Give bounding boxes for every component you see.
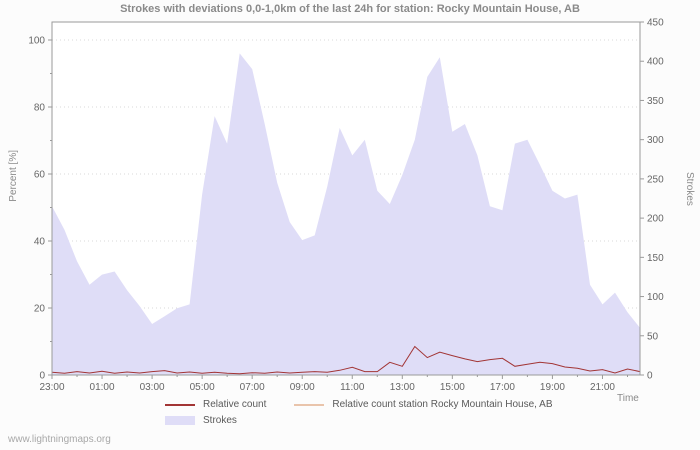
- svg-text:09:00: 09:00: [290, 382, 315, 393]
- svg-text:05:00: 05:00: [190, 382, 215, 393]
- svg-text:23:00: 23:00: [39, 382, 64, 393]
- watermark: www.lightningmaps.org: [8, 434, 111, 445]
- right-axis-label: Strokes: [684, 172, 695, 206]
- svg-text:07:00: 07:00: [240, 382, 265, 393]
- svg-text:11:00: 11:00: [340, 382, 365, 393]
- legend-label-relative-count-station: Relative count station Rocky Mountain Ho…: [332, 399, 553, 410]
- legend-item-relative-count-station: Relative count station Rocky Mountain Ho…: [294, 399, 553, 410]
- svg-text:17:00: 17:00: [490, 382, 515, 393]
- legend-row-2: Strokes: [165, 415, 581, 426]
- strokes-area-swatch: [165, 416, 195, 425]
- legend-item-strokes: Strokes: [165, 415, 237, 426]
- svg-text:15:00: 15:00: [440, 382, 465, 393]
- svg-text:350: 350: [647, 96, 664, 107]
- svg-text:150: 150: [647, 253, 664, 264]
- legend: Relative count Relative count station Ro…: [165, 399, 581, 431]
- svg-text:60: 60: [34, 170, 46, 181]
- svg-text:20: 20: [34, 304, 46, 315]
- left-axis-label: Percent [%]: [8, 150, 19, 202]
- station-relative-count-line-swatch: [294, 403, 325, 406]
- svg-text:50: 50: [647, 331, 659, 342]
- svg-text:450: 450: [647, 18, 664, 29]
- relative-count-line-swatch: [165, 403, 195, 406]
- svg-text:40: 40: [34, 237, 46, 248]
- legend-row-1: Relative count Relative count station Ro…: [165, 399, 581, 410]
- svg-text:0: 0: [647, 371, 653, 382]
- svg-text:19:00: 19:00: [540, 382, 565, 393]
- svg-text:03:00: 03:00: [140, 382, 165, 393]
- legend-label-strokes: Strokes: [203, 415, 237, 426]
- svg-text:0: 0: [39, 371, 45, 382]
- x-axis-label: Time: [617, 393, 639, 404]
- chart-title: Strokes with deviations 0,0-1,0km of the…: [120, 3, 580, 15]
- legend-item-relative-count: Relative count: [165, 399, 266, 410]
- svg-text:01:00: 01:00: [90, 382, 115, 393]
- legend-label-relative-count: Relative count: [203, 399, 267, 410]
- svg-text:80: 80: [34, 103, 46, 114]
- svg-text:21:00: 21:00: [590, 382, 615, 393]
- svg-text:400: 400: [647, 57, 664, 68]
- svg-text:100: 100: [28, 36, 45, 47]
- svg-text:250: 250: [647, 174, 664, 185]
- svg-text:100: 100: [647, 292, 664, 303]
- svg-text:300: 300: [647, 135, 664, 146]
- svg-text:13:00: 13:00: [390, 382, 415, 393]
- svg-text:200: 200: [647, 214, 664, 225]
